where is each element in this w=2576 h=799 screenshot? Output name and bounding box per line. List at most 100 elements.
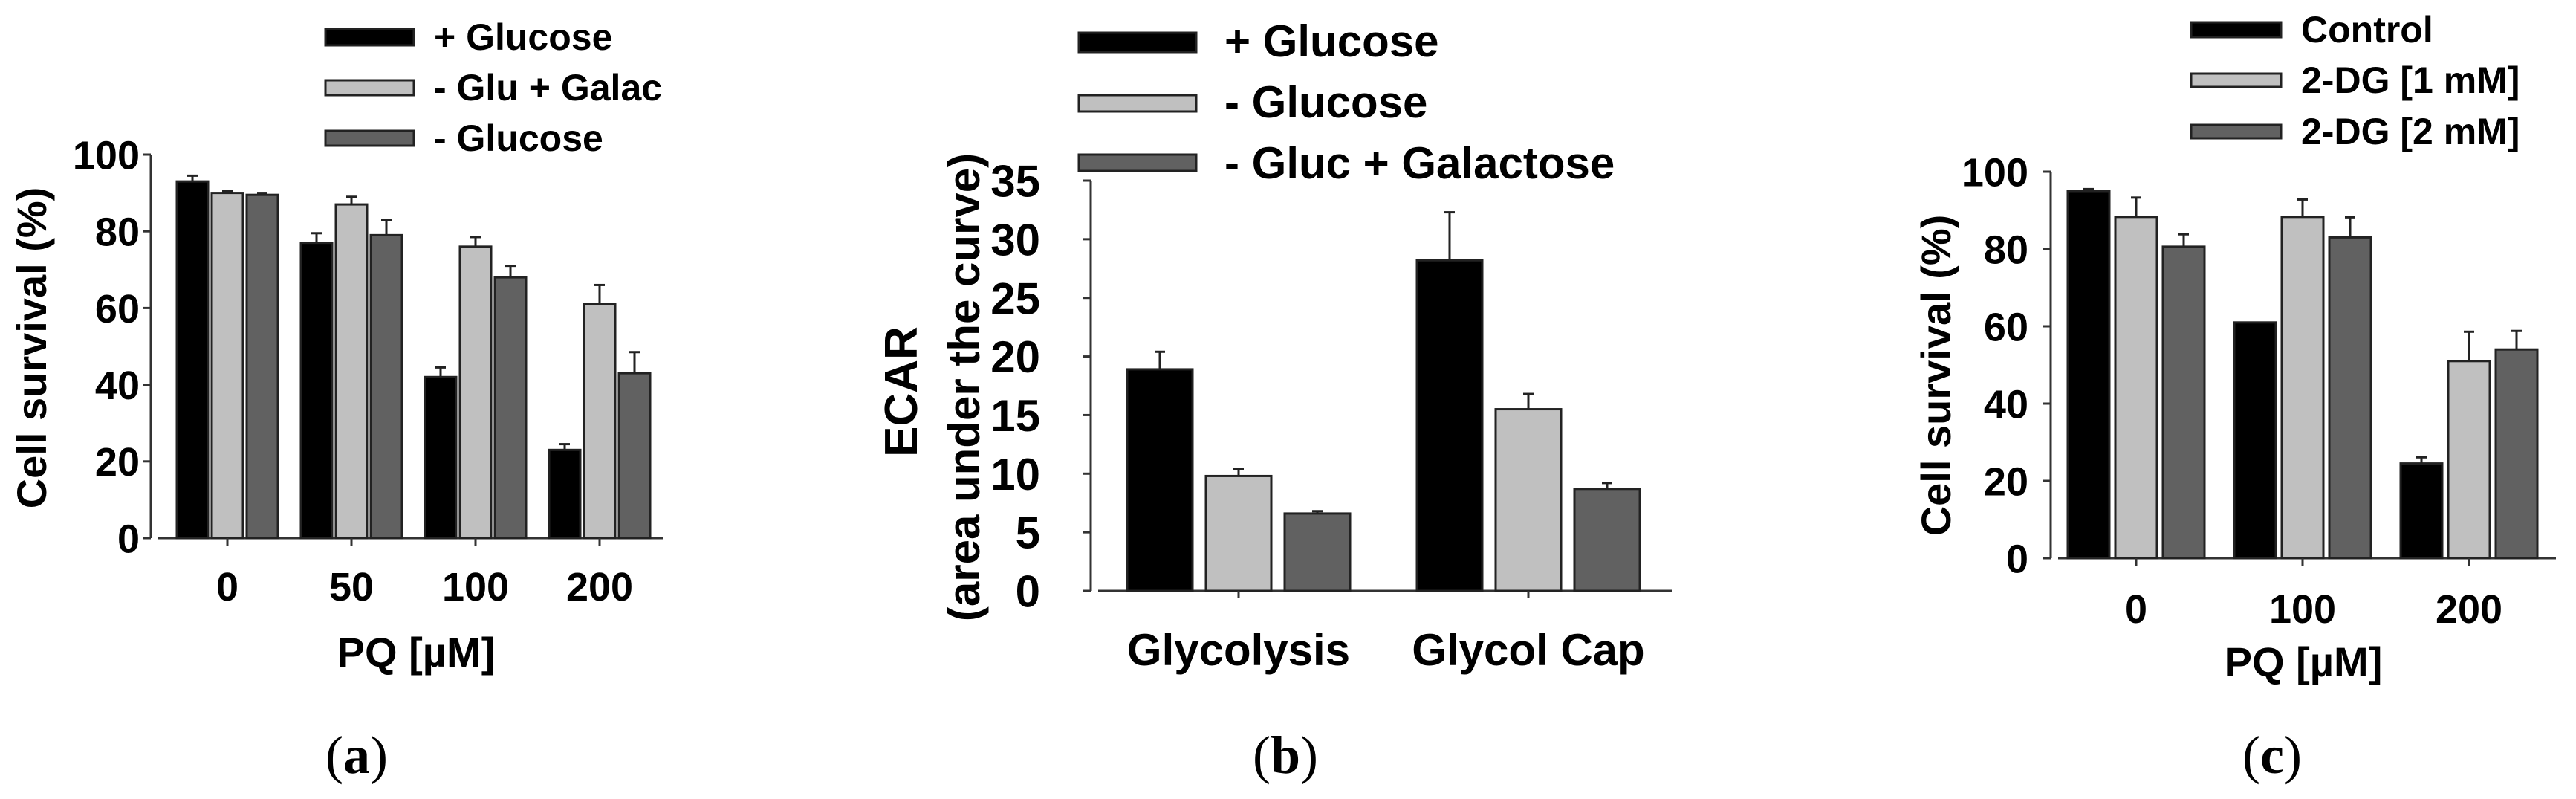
legend-swatch-light-gray bbox=[324, 79, 415, 97]
bar-rect bbox=[1283, 512, 1352, 592]
y-tick-label: 35 bbox=[990, 157, 1040, 207]
bar bbox=[2161, 233, 2206, 560]
x-axis-tick-labels: Glycolysis Glycol Cap bbox=[1127, 591, 1645, 675]
bar-rect bbox=[424, 375, 458, 540]
legend-swatch-dark-gray bbox=[2190, 123, 2283, 140]
panel-caption-b: (b) bbox=[1253, 725, 1318, 785]
x-axis-tick-labels: 0 100 200 bbox=[2125, 558, 2502, 632]
bar bbox=[2066, 187, 2111, 560]
panel-caption-a: (a) bbox=[325, 725, 388, 785]
legend-swatch-dark-gray bbox=[324, 129, 415, 147]
bar-rect bbox=[1494, 408, 1563, 592]
bar-rect bbox=[299, 242, 334, 540]
bar bbox=[458, 236, 493, 540]
legend-item: + Glucose bbox=[324, 16, 612, 58]
y-tick-label: 20 bbox=[95, 440, 140, 485]
x-tick-label: 200 bbox=[2436, 587, 2502, 632]
panel-b: + Glucose - Glucose - Gluc + Galactose E… bbox=[876, 16, 1672, 785]
legend-swatch-light-gray bbox=[2190, 72, 2283, 88]
y-tick-label: 80 bbox=[95, 210, 140, 255]
legend-item: + Glucose bbox=[1077, 16, 1438, 66]
bar-rect bbox=[1415, 259, 1484, 592]
bar-rect bbox=[2447, 360, 2491, 560]
panel-c-legend: Control 2-DG [1 mM] 2-DG [2 mM] bbox=[2190, 9, 2520, 152]
bar bbox=[1573, 482, 1641, 592]
bar bbox=[1415, 211, 1484, 592]
bar bbox=[1126, 350, 1194, 592]
bar bbox=[424, 366, 458, 540]
x-axis-title: PQ [µM] bbox=[337, 629, 496, 676]
legend-item: - Glu + Galac bbox=[324, 67, 662, 109]
y-tick-label: 15 bbox=[990, 391, 1040, 441]
bar bbox=[583, 283, 617, 540]
legend-swatch-black bbox=[324, 28, 415, 47]
bar-rect bbox=[2161, 245, 2206, 560]
bar bbox=[245, 192, 279, 540]
y-tick-label: 20 bbox=[1984, 459, 2028, 504]
bar-rect bbox=[1573, 488, 1641, 592]
bar bbox=[2328, 216, 2372, 560]
legend-item: - Glucose bbox=[1077, 77, 1427, 127]
legend-label: 2-DG [2 mM] bbox=[2301, 111, 2520, 152]
bar bbox=[2399, 456, 2444, 560]
bar bbox=[2280, 198, 2325, 560]
y-tick-label: 100 bbox=[1962, 150, 2028, 195]
bar bbox=[493, 265, 528, 540]
y-tick-label: 25 bbox=[990, 274, 1040, 323]
bar-rect bbox=[2233, 321, 2277, 560]
legend-swatch-dark-gray bbox=[1077, 153, 1198, 172]
legend-item: 2-DG [2 mM] bbox=[2190, 111, 2520, 152]
bar-rect bbox=[2066, 190, 2111, 560]
x-axis-title: PQ [µM] bbox=[2225, 638, 2383, 685]
bars bbox=[175, 174, 652, 540]
bar bbox=[299, 232, 334, 540]
panel-caption-c: (c) bbox=[2242, 725, 2302, 785]
panel-c: Control 2-DG [1 mM] 2-DG [2 mM] Cell sur… bbox=[1912, 9, 2556, 785]
x-tick-label: Glycolysis bbox=[1127, 625, 1350, 675]
legend-label: - Glucose bbox=[434, 117, 603, 159]
y-tick-label: 60 bbox=[95, 287, 140, 331]
x-tick-label: 50 bbox=[329, 565, 374, 609]
bar bbox=[617, 351, 652, 540]
y-tick-label: 0 bbox=[1016, 567, 1040, 617]
legend-label: Control bbox=[2301, 9, 2433, 51]
y-tick-label: 0 bbox=[117, 517, 140, 561]
bar-rect bbox=[369, 233, 403, 540]
bar bbox=[2494, 329, 2539, 560]
bar bbox=[2233, 321, 2277, 560]
legend-label: - Glucose bbox=[1224, 77, 1427, 127]
x-tick-label: Glycol Cap bbox=[1412, 625, 1644, 675]
bar bbox=[369, 219, 403, 540]
legend-swatch-black bbox=[2190, 21, 2283, 39]
bar-rect bbox=[2494, 348, 2539, 560]
bar bbox=[548, 443, 582, 540]
bar-rect bbox=[493, 276, 528, 540]
y-tick-label: 40 bbox=[95, 363, 140, 408]
x-tick-label: 100 bbox=[442, 565, 509, 609]
y-axis-title: Cell survival (%) bbox=[1912, 215, 1959, 537]
bar-rect bbox=[2280, 216, 2325, 560]
bar-rect bbox=[2399, 462, 2444, 560]
x-axis-tick-labels: 0 50 100 200 bbox=[216, 538, 633, 609]
bar bbox=[1494, 392, 1563, 592]
bar-rect bbox=[334, 203, 369, 540]
bar-rect bbox=[1126, 368, 1194, 592]
panel-a-legend: + Glucose - Glu + Galac - Glucose bbox=[324, 16, 662, 159]
y-axis-title: Cell survival (%) bbox=[8, 187, 55, 509]
bar bbox=[334, 195, 369, 540]
legend-label: - Gluc + Galactose bbox=[1224, 138, 1615, 188]
y-tick-label: 0 bbox=[2006, 537, 2028, 581]
legend-swatch-black bbox=[1077, 31, 1198, 54]
bar-rect bbox=[2114, 216, 2158, 560]
bar bbox=[1283, 510, 1352, 592]
y-axis-ticks: 0 20 40 60 80 100 bbox=[73, 133, 663, 561]
bar-rect bbox=[2328, 236, 2372, 560]
bar-rect bbox=[617, 372, 652, 540]
panel-a: + Glucose - Glu + Galac - Glucose Cell s… bbox=[8, 16, 663, 785]
legend-item: 2-DG [1 mM] bbox=[2190, 59, 2520, 101]
y-tick-label: 5 bbox=[1016, 508, 1040, 558]
bar-rect bbox=[1204, 474, 1273, 592]
y-tick-label: 20 bbox=[990, 332, 1040, 382]
bar-rect bbox=[548, 448, 582, 540]
y-tick-label: 10 bbox=[990, 450, 1040, 499]
